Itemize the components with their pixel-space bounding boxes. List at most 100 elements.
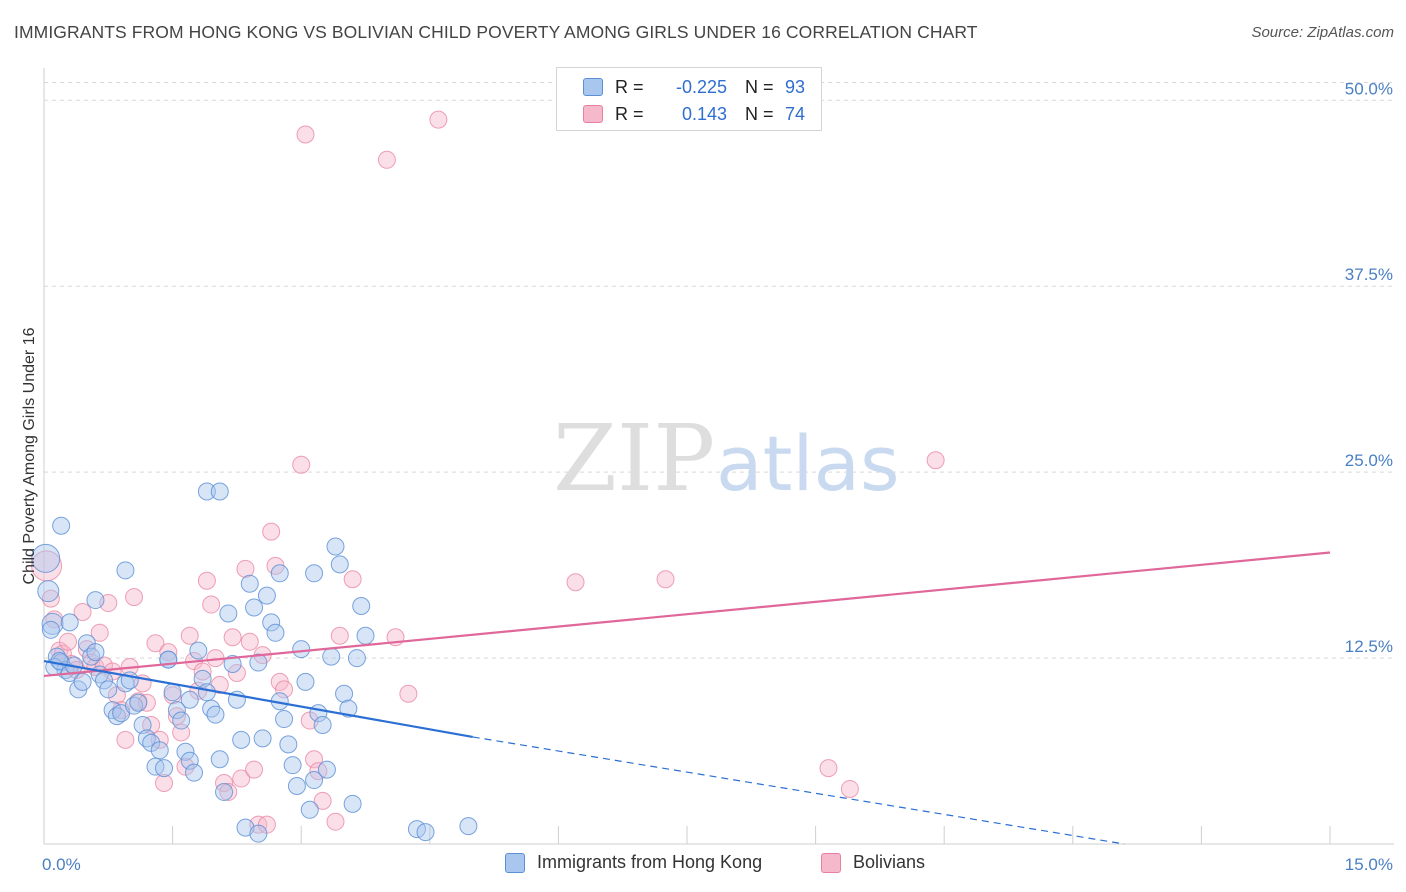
- hong-kong-point: [99, 680, 118, 699]
- y-tick-label: 37.5%: [1345, 265, 1393, 284]
- bolivians-point: [296, 125, 315, 144]
- hong-kong-point: [292, 640, 311, 659]
- hong-kong-point: [240, 574, 259, 593]
- hong-kong-point: [50, 652, 69, 671]
- legend-r-label: R =: [615, 103, 644, 124]
- chart-title: IMMIGRANTS FROM HONG KONG VS BOLIVIAN CH…: [14, 22, 978, 42]
- hong-kong-point: [129, 693, 148, 712]
- series-legend: Immigrants from Hong Kong Bolivians: [0, 852, 1406, 878]
- legend-swatch-blue: [505, 852, 525, 873]
- bolivians-point: [313, 791, 332, 810]
- hong-kong-point: [317, 760, 336, 779]
- source-label: Source: ZipAtlas.com: [1251, 24, 1394, 41]
- bolivians-point: [343, 570, 362, 589]
- hong-kong-point: [185, 763, 204, 782]
- hong-kong-point: [326, 537, 345, 556]
- watermark-atlas: atlas: [716, 419, 900, 508]
- bolivians-point: [41, 589, 60, 608]
- hong-kong-point: [116, 561, 135, 580]
- bolivians-point: [330, 626, 349, 645]
- bolivians-point: [656, 570, 675, 589]
- hong-kong-point: [253, 729, 272, 748]
- legend-swatch-pink: [821, 852, 841, 873]
- bolivians-point: [227, 663, 246, 682]
- hong-kong-point: [197, 683, 216, 702]
- y-tick-label: 50.0%: [1345, 79, 1393, 98]
- bolivians-point: [159, 643, 178, 662]
- bolivians-point: [305, 750, 324, 769]
- legend-r-label: R =: [615, 76, 644, 97]
- legend-r-value: 0.143: [681, 103, 727, 124]
- hong-kong-point: [287, 776, 306, 795]
- bolivians-point: [566, 573, 585, 592]
- hong-kong-point: [416, 823, 435, 842]
- hong-kong-point: [41, 612, 64, 635]
- hong-kong-point: [73, 672, 92, 691]
- legend-item-hong-kong[interactable]: Immigrants from Hong Kong: [505, 852, 762, 873]
- hong-kong-point: [223, 655, 242, 674]
- legend-n-value: 93: [785, 76, 806, 97]
- bolivians-point: [197, 571, 216, 590]
- hong-kong-point: [232, 730, 251, 749]
- trend-lines: [43, 551, 1331, 845]
- hong-kong-point: [339, 699, 358, 718]
- legend-item-bolivians[interactable]: Bolivians: [821, 852, 925, 873]
- bolivians-point: [180, 626, 199, 645]
- hong-kong-point: [86, 591, 105, 610]
- hong-kong-point: [356, 626, 375, 645]
- x-tick-label: 0.0%: [42, 855, 81, 874]
- hong-kong-point: [133, 716, 152, 735]
- hong-kong-point: [193, 669, 212, 688]
- tick-labels: 12.5% 25.0% 37.5% 50.0% 0.0% 15.0%: [42, 79, 1393, 874]
- hong-kong-point: [347, 649, 366, 668]
- bolivians-point: [193, 662, 212, 681]
- x-tick-label: 15.0%: [1345, 855, 1393, 874]
- bolivians-point: [202, 595, 221, 614]
- hong-kong-point: [219, 604, 238, 623]
- hong-kong-point: [41, 620, 60, 639]
- y-axis-label: Child Poverty Among Girls Under 16: [21, 327, 38, 584]
- bolivians-point: [275, 680, 294, 699]
- legend-swatch-blue: [583, 78, 603, 96]
- hong-kong-point: [296, 672, 315, 691]
- hong-kong-point: [60, 613, 79, 632]
- hong-kong-point: [37, 580, 60, 603]
- hong-kong-point: [163, 683, 182, 702]
- hong-kong-point: [172, 711, 191, 730]
- hong-kong-point: [300, 800, 319, 819]
- legend-n-value: 74: [785, 103, 806, 124]
- bolivians-point: [232, 769, 251, 788]
- bolivians-point: [926, 451, 945, 470]
- bolivians-point: [245, 760, 264, 779]
- bolivians-point: [146, 634, 165, 653]
- watermark: ZIP atlas: [553, 405, 900, 512]
- axes: [43, 68, 1394, 845]
- hong-kong-point: [150, 741, 169, 760]
- bolivians-point: [819, 759, 838, 778]
- bolivians-point: [262, 522, 281, 541]
- hong-kong-point: [52, 516, 71, 535]
- hong-kong-point: [215, 782, 234, 801]
- hong-kong-point: [167, 701, 186, 720]
- legend-label-hong-kong: Immigrants from Hong Kong: [537, 852, 763, 872]
- hong-kong-trend-extension: [472, 736, 1125, 845]
- hong-kong-point: [343, 794, 362, 813]
- hong-kong-point: [270, 564, 289, 583]
- hong-kong-point: [322, 647, 341, 666]
- bolivians-point: [840, 779, 859, 798]
- bolivians-point: [125, 588, 144, 607]
- hong-kong-point: [189, 641, 208, 660]
- hong-kong-point: [86, 643, 105, 662]
- hong-kong-point: [266, 623, 285, 642]
- correlation-legend: R = -0.225 N = 93 R = 0.143 N = 74: [556, 67, 822, 131]
- bolivians-point: [292, 455, 311, 474]
- hong-kong-point: [210, 750, 229, 769]
- hong-kong-point: [262, 613, 281, 632]
- bolivians-point: [223, 628, 242, 647]
- hong-kong-point: [176, 742, 195, 761]
- hong-kong-point: [31, 543, 61, 573]
- bolivians-point: [429, 110, 448, 129]
- hong-kong-point: [197, 482, 216, 501]
- hong-kong-point: [180, 690, 199, 709]
